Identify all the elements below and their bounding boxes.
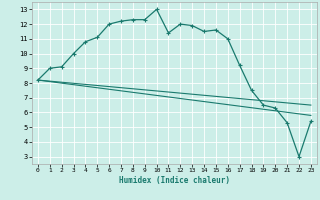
X-axis label: Humidex (Indice chaleur): Humidex (Indice chaleur) bbox=[119, 176, 230, 185]
